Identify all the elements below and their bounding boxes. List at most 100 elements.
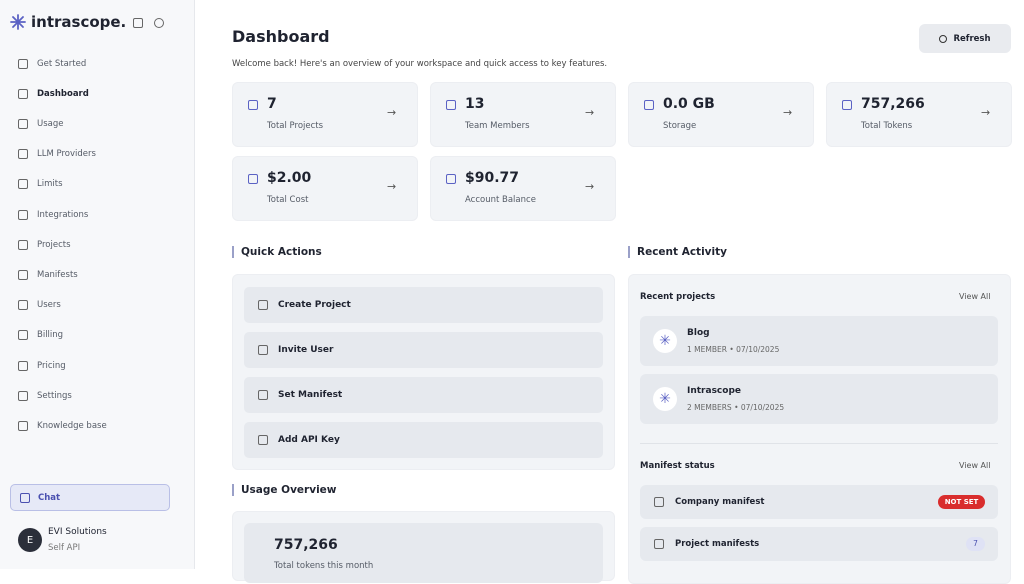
project-name: Blog	[687, 328, 710, 338]
project-row[interactable]	[640, 374, 998, 424]
nav-label: Settings	[37, 390, 72, 401]
nav-icon	[18, 390, 28, 401]
action-icon	[258, 345, 268, 355]
action-icon	[258, 300, 268, 310]
manifest-row[interactable]	[640, 527, 998, 561]
action-icon	[258, 435, 268, 445]
section-title: Recent Activity	[628, 246, 727, 258]
nav-icon	[18, 239, 28, 250]
nav-label: Integrations	[37, 209, 89, 220]
action-label: Create Project	[278, 300, 351, 310]
manifest-name: Project manifests	[675, 539, 760, 549]
stat-value: 0.0 GB	[663, 96, 715, 112]
nav-item[interactable]: LLM Providers	[18, 148, 96, 161]
nav-item[interactable]: Dashboard	[18, 87, 89, 100]
project-row[interactable]	[640, 316, 998, 366]
nav-item[interactable]: Knowledge base	[18, 419, 107, 432]
manifest-icon	[654, 539, 664, 549]
chat-label: Chat	[38, 492, 61, 503]
stat-card[interactable]	[232, 156, 418, 221]
stat-value: 13	[465, 96, 485, 112]
nav-item[interactable]: Pricing	[18, 359, 66, 372]
refresh-button[interactable]: Refresh	[919, 24, 1011, 53]
refresh-label: Refresh	[953, 33, 991, 44]
nav-icon	[18, 118, 28, 129]
subtitle: Welcome back! Here's an overview of your…	[232, 59, 608, 69]
nav-label: Pricing	[37, 360, 66, 371]
stat-card[interactable]	[430, 82, 616, 147]
stat-label: Storage	[663, 121, 697, 131]
action-icon	[258, 390, 268, 400]
divider	[640, 443, 998, 444]
usage-card	[244, 523, 603, 583]
action-button[interactable]: Create Project	[244, 287, 603, 323]
sidebar: intrascope. Chat E EVI Solutions Self AP…	[0, 0, 195, 569]
arrow: →	[783, 106, 793, 119]
subsection-title: Recent projects	[640, 292, 716, 302]
stat-card[interactable]	[628, 82, 814, 147]
nav-item[interactable]: Manifests	[18, 268, 78, 281]
stat-card[interactable]	[826, 82, 1012, 147]
logo: intrascope.	[10, 13, 126, 31]
nav-icon	[18, 58, 28, 69]
manifest-name: Company manifest	[675, 497, 765, 507]
stat-label: Team Members	[465, 121, 530, 131]
nav-label: Dashboard	[37, 88, 89, 99]
nav-label: Manifests	[37, 269, 78, 280]
stat-icon	[842, 100, 852, 110]
nav-label: LLM Providers	[37, 149, 96, 160]
stat-value: $90.77	[465, 170, 520, 186]
language-icon[interactable]	[154, 18, 164, 28]
nav-item[interactable]: Limits	[18, 178, 63, 191]
chat-button[interactable]: Chat	[10, 484, 170, 511]
nav-item[interactable]: Billing	[18, 329, 63, 342]
manifest-status: 7	[966, 537, 985, 551]
action-button[interactable]: Add API Key	[244, 422, 603, 458]
nav-icon	[18, 179, 28, 190]
stat-card[interactable]	[430, 156, 616, 221]
brand: intrascope.	[31, 13, 127, 31]
action-button[interactable]: Set Manifest	[244, 377, 603, 413]
stat-label: Total Cost	[267, 195, 309, 205]
nav-item[interactable]: Projects	[18, 238, 71, 251]
stat-icon	[248, 174, 258, 184]
section-title: Quick Actions	[232, 246, 322, 258]
nav-label: Usage	[37, 118, 64, 129]
arrow: →	[387, 106, 397, 119]
nav-label: Projects	[37, 239, 71, 250]
view-all-link[interactable]: View All	[959, 292, 991, 301]
nav-icon	[18, 209, 28, 220]
nav-icon	[18, 149, 28, 160]
section-title: Usage Overview	[232, 484, 337, 496]
nav-item[interactable]: Users	[18, 299, 61, 312]
stat-value: $2.00	[267, 170, 312, 186]
stat-icon	[644, 100, 654, 110]
device-icon[interactable]	[133, 18, 143, 28]
subsection-title: Manifest status	[640, 461, 715, 471]
manifest-status: NOT SET	[938, 495, 985, 509]
stat-label: Total Projects	[267, 121, 324, 131]
stat-value: 757,266	[861, 96, 925, 112]
nav-item[interactable]: Integrations	[18, 208, 88, 221]
refresh-icon	[939, 34, 948, 43]
project-icon: ✳	[653, 387, 677, 411]
action-button[interactable]: Invite User	[244, 332, 603, 368]
stat-icon	[248, 100, 258, 110]
nav-icon	[18, 360, 28, 371]
nav-item[interactable]: Get Started	[18, 57, 86, 70]
nav-label: Knowledge base	[37, 420, 107, 431]
stat-card[interactable]	[232, 82, 418, 147]
nav-label: Get Started	[37, 58, 87, 69]
stat-value: 7	[267, 96, 277, 112]
avatar[interactable]: E	[18, 528, 42, 552]
nav-icon	[18, 330, 28, 341]
nav-item[interactable]: Usage	[18, 117, 63, 130]
action-label: Add API Key	[278, 435, 340, 445]
arrow: →	[387, 180, 397, 193]
nav-icon	[18, 420, 28, 431]
view-all-link[interactable]: View All	[959, 461, 991, 470]
nav-label: Users	[37, 300, 61, 311]
arrow: →	[585, 106, 595, 119]
action-label: Invite User	[278, 345, 334, 355]
nav-item[interactable]: Settings	[18, 389, 72, 402]
